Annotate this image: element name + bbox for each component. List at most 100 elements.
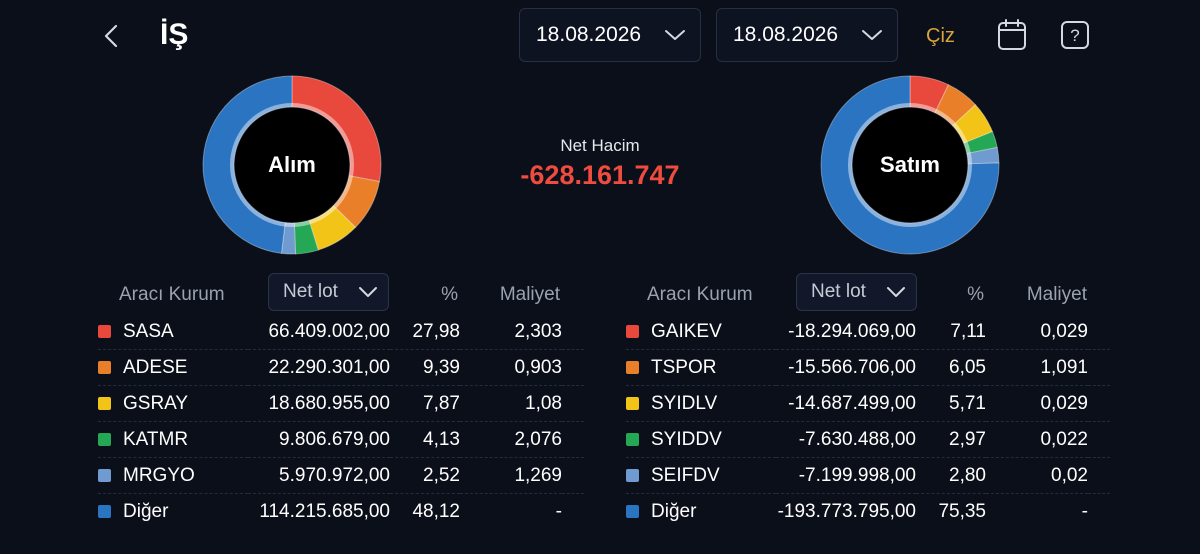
broker-cell: ADESE: [98, 349, 248, 386]
sell-col-broker: Aracı Kurum: [647, 284, 753, 305]
chevron-down-icon: [862, 30, 882, 40]
percent-cell: 2,52: [390, 457, 460, 494]
color-swatch: [98, 360, 111, 374]
calendar-icon[interactable]: [996, 18, 1028, 52]
cost-cell: -: [1081, 500, 1088, 522]
color-swatch: [98, 432, 111, 446]
end-date-value: 18.08.2026: [733, 23, 839, 46]
broker-cell: Diğer: [98, 494, 248, 530]
table-row[interactable]: SYIDDV -7.630.488,00 2,97 0,022: [626, 421, 1110, 458]
net-lot-cell: -7.630.488,00: [776, 421, 916, 458]
broker-name: SEIFDV: [651, 464, 720, 486]
sell-metric-select[interactable]: Net lot: [796, 273, 917, 311]
broker-cell: KATMR: [98, 421, 248, 458]
table-row[interactable]: KATMR 9.806.679,00 4,13 2,076: [98, 421, 584, 458]
donut-slice-adese: [332, 175, 381, 229]
start-date-select[interactable]: 18.08.2026: [519, 8, 701, 62]
color-swatch: [98, 468, 111, 482]
end-date-select[interactable]: 18.08.2026: [716, 8, 898, 62]
table-row[interactable]: Diğer -193.773.795,00 75,35 -: [626, 494, 1110, 530]
broker-cell: SASA: [98, 314, 248, 350]
net-lot-cell: -15.566.706,00: [776, 349, 916, 386]
table-row[interactable]: SEIFDV -7.199.998,00 2,80 0,02: [626, 457, 1110, 494]
draw-button[interactable]: Çiz: [926, 25, 955, 47]
net-lot-cell: -7.199.998,00: [776, 457, 916, 494]
table-row[interactable]: Diğer 114.215.685,00 48,12 -: [98, 494, 584, 530]
sell-donut-chart: Satım: [820, 75, 1000, 255]
percent-cell: 27,98: [390, 314, 460, 350]
color-swatch: [626, 432, 639, 446]
percent-cell: 2,80: [916, 457, 986, 494]
broker-name: SYIDLV: [651, 392, 718, 414]
cost-cell: -: [555, 500, 562, 522]
table-row[interactable]: TSPOR -15.566.706,00 6,05 1,091: [626, 349, 1110, 386]
broker-name: MRGYO: [123, 464, 195, 486]
donut-slice-seifdv: [966, 146, 1000, 165]
start-date-value: 18.08.2026: [536, 23, 642, 46]
buy-table: SASA 66.409.002,00 27,98 2,303 ADESE 22.290.3…: [98, 314, 584, 529]
buy-col-cost: Maliyet: [499, 284, 560, 305]
net-lot-cell: 18.680.955,00: [248, 385, 390, 422]
net-lot-cell: 114.215.685,00: [259, 500, 390, 522]
buy-metric-select[interactable]: Net lot: [268, 273, 389, 311]
color-swatch: [626, 324, 639, 338]
percent-cell: 5,71: [916, 385, 986, 422]
table-row[interactable]: SASA 66.409.002,00 27,98 2,303: [98, 314, 584, 350]
broker-cell: GAIKEV: [626, 314, 776, 350]
cost-cell: 1,08: [460, 385, 562, 422]
color-swatch: [98, 504, 111, 518]
net-volume-label: Net Hacim: [560, 136, 640, 155]
donut-slice-katmr: [293, 219, 319, 255]
broker-cell: MRGYO: [98, 457, 248, 494]
broker-name: Diğer: [651, 500, 697, 522]
donut-slice-mrgyo: [280, 222, 297, 255]
broker-cell: SEIFDV: [626, 457, 776, 494]
table-row[interactable]: MRGYO 5.970.972,00 2,52 1,269: [98, 457, 584, 494]
cost-cell: 2,076: [460, 421, 562, 458]
sell-table: GAIKEV -18.294.069,00 7,11 0,029 TSPOR -15.56…: [626, 314, 1110, 529]
donut-slice-diğer: [820, 75, 1000, 255]
percent-cell: 6,05: [916, 349, 986, 386]
table-row[interactable]: ADESE 22.290.301,00 9,39 0,903: [98, 349, 584, 386]
net-lot-cell: 66.409.002,00: [248, 314, 390, 350]
percent-cell: 7,87: [390, 385, 460, 422]
broker-name: SYIDDV: [651, 428, 722, 450]
cost-cell: 0,903: [460, 349, 562, 386]
cost-cell: 0,029: [986, 314, 1088, 350]
broker-cell: SYIDLV: [626, 385, 776, 422]
broker-cell: SYIDDV: [626, 421, 776, 458]
net-lot-cell: -14.687.499,00: [776, 385, 916, 422]
color-swatch: [98, 324, 111, 338]
broker-cell: TSPOR: [626, 349, 776, 386]
help-icon[interactable]: ?: [1060, 20, 1090, 50]
net-lot-cell: 5.970.972,00: [248, 457, 390, 494]
net-volume-value: -628.161.747: [520, 160, 680, 190]
table-row[interactable]: SYIDLV -14.687.499,00 5,71 0,029: [626, 385, 1110, 422]
donut-slice-diğer: [202, 75, 293, 254]
sell-metric-value: Net lot: [811, 281, 866, 302]
color-swatch: [626, 504, 639, 518]
cost-cell: 0,022: [986, 421, 1088, 458]
color-swatch: [98, 396, 111, 410]
broker-name: Diğer: [123, 500, 169, 522]
buy-chart-label: Alım: [268, 152, 316, 177]
net-lot-cell: -18.294.069,00: [776, 314, 916, 350]
color-swatch: [626, 396, 639, 410]
donut-slice-tspor: [934, 84, 977, 127]
back-chevron-icon[interactable]: [100, 22, 124, 50]
broker-name: GAIKEV: [651, 320, 722, 342]
donut-slice-syidlv: [951, 104, 994, 144]
sell-col-cost: Maliyet: [1026, 284, 1087, 305]
percent-cell: 7,11: [916, 314, 986, 350]
cost-cell: 0,029: [986, 385, 1088, 422]
sell-chart-label: Satım: [880, 152, 940, 177]
page-title: İŞ: [160, 18, 189, 51]
sell-col-pct: %: [967, 284, 984, 305]
broker-name: ADESE: [123, 356, 188, 378]
table-row[interactable]: GSRAY 18.680.955,00 7,87 1,08: [98, 385, 584, 422]
buy-donut-chart: Alım: [202, 75, 382, 255]
table-row[interactable]: GAIKEV -18.294.069,00 7,11 0,029: [626, 314, 1110, 350]
chevron-down-icon: [359, 287, 377, 297]
donut-slice-syiddv: [963, 130, 998, 155]
percent-cell: 2,97: [916, 421, 986, 458]
